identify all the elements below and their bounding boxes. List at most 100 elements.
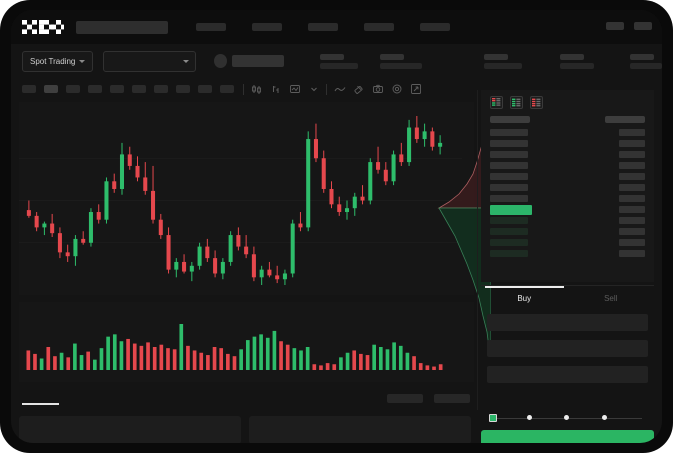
nav-right-2[interactable] bbox=[634, 22, 652, 30]
orderbook-row-price bbox=[490, 129, 528, 136]
orderbook-bid-row[interactable] bbox=[490, 226, 645, 237]
timeframe-5[interactable] bbox=[110, 85, 124, 93]
stat-label bbox=[484, 53, 508, 60]
timeframe-4[interactable] bbox=[88, 85, 102, 93]
spot-trading-label: Spot Trading bbox=[30, 56, 76, 66]
orderbook-bid-row[interactable] bbox=[490, 215, 645, 226]
stat-value bbox=[320, 62, 358, 69]
orderbook-row-amount bbox=[619, 250, 645, 257]
orderbook-row-price bbox=[490, 204, 532, 215]
timeframe-7[interactable] bbox=[154, 85, 168, 93]
submit-order-button[interactable] bbox=[481, 430, 654, 443]
orderbook-rows[interactable] bbox=[481, 127, 654, 259]
pair-coin-avatar bbox=[214, 54, 228, 68]
candlestick-icon[interactable] bbox=[251, 83, 263, 95]
orderbook-row-amount bbox=[619, 217, 645, 224]
volume-chart-svg bbox=[26, 324, 443, 370]
orderbook-ask-row[interactable] bbox=[490, 182, 645, 193]
toolbar-divider-2 bbox=[326, 83, 327, 95]
open-orders-panel[interactable] bbox=[19, 416, 241, 443]
amount-field[interactable] bbox=[487, 340, 648, 357]
timeframe-6[interactable] bbox=[132, 85, 146, 93]
timeframe-3[interactable] bbox=[66, 85, 80, 93]
chart-tab-right-2[interactable] bbox=[434, 393, 470, 403]
orderbook-view-buy-icon[interactable] bbox=[510, 96, 523, 109]
nav-right-1[interactable] bbox=[606, 22, 624, 30]
stat-value bbox=[560, 62, 594, 69]
orderbook-row-amount bbox=[619, 151, 645, 158]
orderbook-ask-row[interactable] bbox=[490, 138, 645, 149]
indicator-icon[interactable] bbox=[289, 83, 301, 95]
orderbook-ask-row[interactable] bbox=[490, 149, 645, 160]
stat-block-4 bbox=[560, 53, 594, 69]
orderbook-ask-row[interactable] bbox=[490, 193, 645, 204]
orderbook-row-amount bbox=[619, 206, 645, 213]
orderbook-bid-row[interactable] bbox=[490, 237, 645, 248]
tab-buy-label: Buy bbox=[517, 293, 532, 303]
timeframe-1[interactable] bbox=[22, 85, 36, 93]
orderbook-row-price bbox=[490, 151, 528, 158]
nav-item-4[interactable] bbox=[364, 23, 394, 31]
spot-trading-selector[interactable]: Spot Trading bbox=[22, 50, 94, 72]
orderbook-view-sell-icon[interactable] bbox=[530, 96, 543, 109]
candlestick-chart[interactable] bbox=[19, 102, 474, 295]
slider-step-50[interactable] bbox=[564, 415, 569, 420]
stat-label bbox=[560, 53, 584, 60]
timeframe-9[interactable] bbox=[198, 85, 212, 93]
chevron-down-icon[interactable] bbox=[308, 83, 320, 95]
pair-dropdown[interactable] bbox=[103, 50, 197, 72]
tab-sell[interactable]: Sell bbox=[568, 286, 655, 307]
orderbook-ask-row[interactable] bbox=[490, 171, 645, 182]
bar-chart-icon[interactable] bbox=[270, 83, 282, 95]
nav-item-5[interactable] bbox=[420, 23, 450, 31]
stat-label bbox=[380, 53, 404, 60]
line-chart-icon[interactable] bbox=[334, 83, 346, 95]
timeframe-10[interactable] bbox=[220, 85, 234, 93]
slider-step-75[interactable] bbox=[602, 415, 607, 420]
orderbook-row-amount bbox=[619, 173, 645, 180]
fullscreen-icon[interactable] bbox=[410, 83, 422, 95]
eraser-icon[interactable] bbox=[353, 83, 365, 95]
total-field[interactable] bbox=[487, 366, 648, 383]
amount-slider[interactable] bbox=[489, 413, 646, 423]
nav-item-3[interactable] bbox=[308, 23, 338, 31]
timeframe-8[interactable] bbox=[176, 85, 190, 93]
device-screen: Spot Trading bbox=[11, 10, 662, 443]
stat-label bbox=[320, 53, 344, 60]
orderbook-row-amount bbox=[619, 140, 645, 147]
orderbook-row-price bbox=[490, 217, 528, 224]
volume-histogram[interactable] bbox=[19, 302, 474, 382]
stat-block-3 bbox=[484, 53, 522, 69]
chart-tab-right-1[interactable] bbox=[387, 393, 423, 403]
camera-icon[interactable] bbox=[372, 83, 384, 95]
orderbook-column-headers bbox=[481, 114, 654, 127]
chevron-down-icon bbox=[183, 59, 190, 63]
slider-handle[interactable] bbox=[489, 414, 497, 422]
nav-item-2[interactable] bbox=[252, 23, 282, 31]
orderbook-header-right bbox=[605, 116, 645, 123]
orderbook-spread-row[interactable] bbox=[490, 204, 645, 215]
assets-panel[interactable] bbox=[249, 416, 471, 443]
orderbook-row-price bbox=[490, 228, 528, 235]
orderbook-ask-row[interactable] bbox=[490, 127, 645, 138]
orderbook-row-amount bbox=[619, 239, 645, 246]
slider-step-25[interactable] bbox=[527, 415, 532, 420]
timeframe-2[interactable] bbox=[44, 85, 58, 93]
tab-sell-label: Sell bbox=[604, 293, 618, 303]
orderbook-ask-row[interactable] bbox=[490, 160, 645, 171]
stat-block-1 bbox=[320, 53, 358, 69]
chart-tabs-right-group bbox=[387, 393, 474, 403]
orderbook-bid-row[interactable] bbox=[490, 248, 645, 259]
price-field[interactable] bbox=[487, 314, 648, 331]
stat-block-2 bbox=[380, 53, 422, 69]
orderbook-row-price bbox=[490, 184, 528, 191]
settings-gear-icon[interactable] bbox=[391, 83, 403, 95]
column-divider bbox=[477, 90, 478, 410]
orderbook-view-both-icon[interactable] bbox=[490, 96, 503, 109]
orderbook-row-price bbox=[490, 195, 528, 202]
search-input[interactable] bbox=[76, 20, 168, 34]
okx-logo[interactable] bbox=[22, 20, 64, 34]
nav-item-1[interactable] bbox=[196, 23, 226, 31]
orderbook-row-price bbox=[490, 239, 528, 246]
tab-buy[interactable]: Buy bbox=[481, 286, 568, 307]
